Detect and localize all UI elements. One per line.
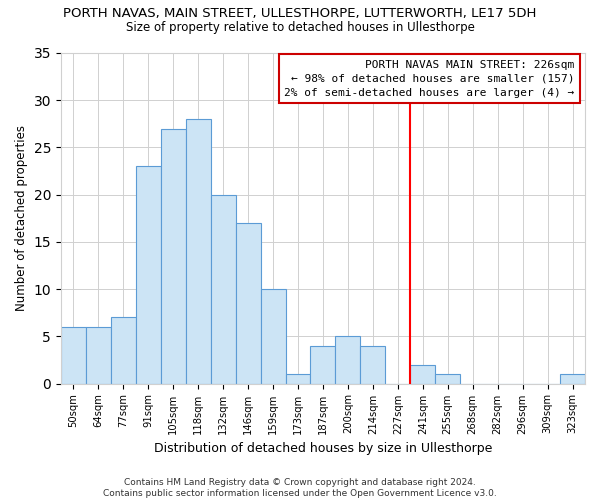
Text: PORTH NAVAS, MAIN STREET, ULLESTHORPE, LUTTERWORTH, LE17 5DH: PORTH NAVAS, MAIN STREET, ULLESTHORPE, L… bbox=[64, 8, 536, 20]
Bar bbox=[236, 223, 260, 384]
Bar bbox=[260, 289, 286, 384]
Text: PORTH NAVAS MAIN STREET: 226sqm
← 98% of detached houses are smaller (157)
2% of: PORTH NAVAS MAIN STREET: 226sqm ← 98% of… bbox=[284, 60, 575, 98]
Bar bbox=[310, 346, 335, 384]
Bar bbox=[335, 336, 361, 384]
Bar bbox=[361, 346, 385, 384]
Bar bbox=[435, 374, 460, 384]
Bar bbox=[161, 128, 185, 384]
Bar bbox=[185, 119, 211, 384]
Y-axis label: Number of detached properties: Number of detached properties bbox=[15, 126, 28, 312]
Bar bbox=[211, 194, 236, 384]
Bar bbox=[560, 374, 585, 384]
Bar bbox=[86, 327, 111, 384]
Bar bbox=[111, 318, 136, 384]
Bar bbox=[136, 166, 161, 384]
Bar bbox=[61, 327, 86, 384]
Text: Contains HM Land Registry data © Crown copyright and database right 2024.
Contai: Contains HM Land Registry data © Crown c… bbox=[103, 478, 497, 498]
Bar bbox=[410, 364, 435, 384]
X-axis label: Distribution of detached houses by size in Ullesthorpe: Distribution of detached houses by size … bbox=[154, 442, 492, 455]
Text: Size of property relative to detached houses in Ullesthorpe: Size of property relative to detached ho… bbox=[125, 21, 475, 34]
Bar bbox=[286, 374, 310, 384]
